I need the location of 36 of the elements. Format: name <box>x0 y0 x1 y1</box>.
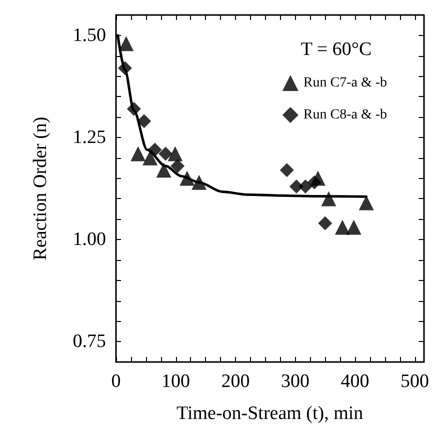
point <box>126 102 141 116</box>
x-tick-label: 300 <box>281 371 310 392</box>
point <box>280 163 294 178</box>
point <box>118 61 132 76</box>
annotation: T = 60°C <box>300 39 372 60</box>
point <box>168 146 183 162</box>
legend-label: Run C7-a & -b <box>303 76 388 90</box>
legend-label: Run C8-a & -b <box>303 108 388 122</box>
point <box>142 150 158 166</box>
point <box>192 174 207 190</box>
y-tick-label: 1.00 <box>72 229 106 250</box>
point <box>307 175 322 190</box>
y-tick-label: 1.25 <box>72 126 106 148</box>
point <box>180 170 195 186</box>
point <box>118 36 134 52</box>
point <box>298 179 312 194</box>
point <box>318 216 332 230</box>
point <box>158 146 173 161</box>
point <box>346 220 362 235</box>
point <box>137 114 152 128</box>
x-tick-label: 500 <box>400 371 429 392</box>
point <box>334 220 350 235</box>
point <box>358 195 374 210</box>
x-axis-title: Time-on-Stream (t), min <box>176 403 364 424</box>
point <box>130 146 146 162</box>
point <box>321 191 336 206</box>
y-axis-title: Reaction Order (n) <box>30 116 51 260</box>
y-tick-label: 0.75 <box>72 331 106 352</box>
x-tick-label: 400 <box>340 371 370 392</box>
x-tick-label: 100 <box>162 371 190 392</box>
y-tick-label: 1.50 <box>72 24 106 46</box>
point <box>170 159 185 174</box>
x-tick-label: 200 <box>221 371 250 392</box>
point <box>148 142 162 157</box>
x-tick-label: 0 <box>111 371 121 392</box>
point <box>156 162 172 178</box>
